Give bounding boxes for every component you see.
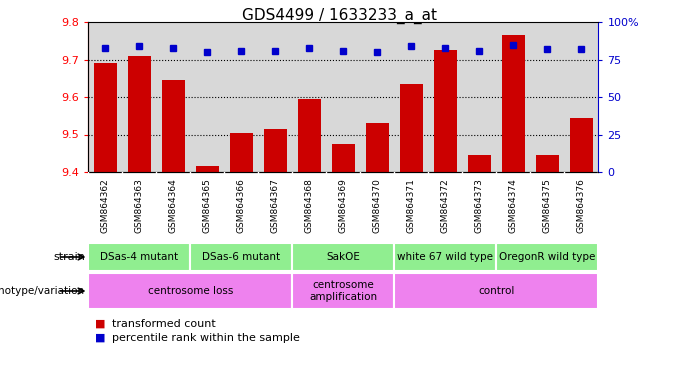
- Bar: [502, 35, 525, 172]
- Text: GSM864370: GSM864370: [373, 179, 382, 233]
- Text: transformed count: transformed count: [112, 319, 216, 329]
- Text: percentile rank within the sample: percentile rank within the sample: [112, 333, 300, 343]
- Bar: [94, 63, 117, 172]
- Text: GSM864373: GSM864373: [475, 179, 484, 233]
- Bar: [298, 99, 322, 172]
- Text: GSM864364: GSM864364: [169, 179, 178, 233]
- Text: DSas-6 mutant: DSas-6 mutant: [203, 252, 280, 262]
- Text: GSM864368: GSM864368: [305, 179, 314, 233]
- Bar: [88, 273, 292, 309]
- Bar: [230, 132, 253, 172]
- Text: GSM864375: GSM864375: [543, 179, 552, 233]
- Bar: [366, 123, 389, 172]
- Bar: [190, 243, 292, 271]
- Text: GSM864362: GSM864362: [101, 179, 110, 233]
- Bar: [496, 243, 598, 271]
- Bar: [536, 155, 559, 172]
- Text: GSM864365: GSM864365: [203, 179, 212, 233]
- Bar: [264, 129, 287, 172]
- Text: GSM864376: GSM864376: [577, 179, 586, 233]
- Text: centrosome loss: centrosome loss: [148, 286, 233, 296]
- Text: GSM864369: GSM864369: [339, 179, 348, 233]
- Text: centrosome
amplification: centrosome amplification: [309, 280, 377, 302]
- Bar: [434, 50, 457, 172]
- Text: GSM864366: GSM864366: [237, 179, 246, 233]
- Text: SakOE: SakOE: [326, 252, 360, 262]
- Text: white 67 wild type: white 67 wild type: [397, 252, 494, 262]
- Bar: [394, 243, 496, 271]
- Bar: [570, 118, 593, 172]
- Bar: [88, 243, 190, 271]
- Text: strain: strain: [53, 252, 85, 262]
- Text: GSM864367: GSM864367: [271, 179, 280, 233]
- Bar: [400, 84, 423, 172]
- Bar: [332, 144, 355, 172]
- Text: DSas-4 mutant: DSas-4 mutant: [101, 252, 178, 262]
- Text: control: control: [478, 286, 515, 296]
- Bar: [162, 80, 185, 172]
- Bar: [196, 166, 219, 172]
- Bar: [128, 56, 151, 172]
- Text: GSM864374: GSM864374: [509, 179, 518, 233]
- Text: GSM864371: GSM864371: [407, 179, 416, 233]
- Text: ■: ■: [95, 333, 105, 343]
- Bar: [292, 243, 394, 271]
- Text: GSM864363: GSM864363: [135, 179, 144, 233]
- Text: genotype/variation: genotype/variation: [0, 286, 85, 296]
- Text: GSM864372: GSM864372: [441, 179, 450, 233]
- Text: GDS4499 / 1633233_a_at: GDS4499 / 1633233_a_at: [243, 8, 437, 24]
- Bar: [292, 273, 394, 309]
- Text: OregonR wild type: OregonR wild type: [499, 252, 596, 262]
- Bar: [468, 155, 491, 172]
- Text: ■: ■: [95, 319, 105, 329]
- Bar: [394, 273, 598, 309]
